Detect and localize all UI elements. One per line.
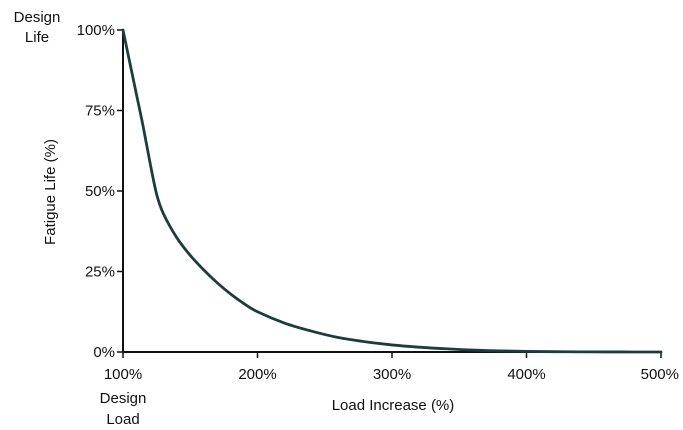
design-load-annotation-line1: Design [100,390,147,407]
design-life-annotation-line2: Life [25,29,49,46]
ylabel: Fatigue Life (%) [42,139,59,245]
y-tick-label: 100% [77,22,115,39]
y-tick-label: 25% [85,264,115,281]
x-tick-label: 300% [373,366,411,383]
series-line-fatigue-life [121,28,663,354]
y-tick-label: 50% [85,183,115,200]
design-life-annotation-line1: Design [14,9,61,26]
x-tick-label: 200% [238,366,276,383]
y-tick-label: 0% [93,344,115,361]
design-load-annotation-line2: Load [106,411,139,428]
y-tick-label: 75% [85,103,115,120]
x-tick-label: 100% [104,366,142,383]
x-tick-label: 400% [507,366,545,383]
xlabel: Load Increase (%) [332,397,455,414]
x-tick-label: 500% [641,366,679,383]
